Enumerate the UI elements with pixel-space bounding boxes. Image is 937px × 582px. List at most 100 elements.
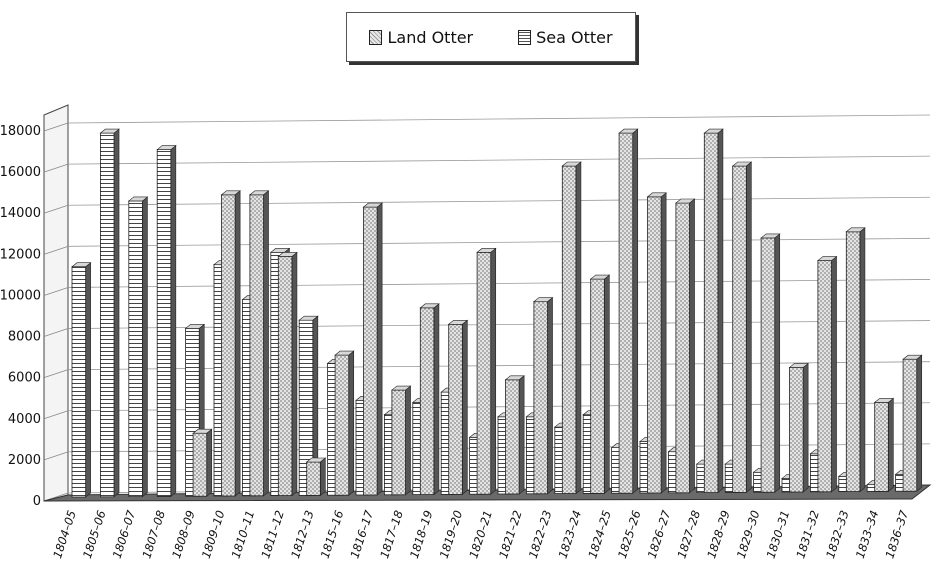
- x-tick-label: 1833–34: [853, 509, 882, 561]
- y-axis: 0 2000 4000 6000 8000 10000 12000 14000 16000 180…: [0, 124, 41, 509]
- bar-front: [817, 260, 832, 493]
- land-otter-bar-8: [305, 457, 327, 497]
- bar-top: [156, 145, 177, 150]
- x-tick-label: 1831–32: [793, 509, 822, 561]
- bar-front: [192, 432, 208, 497]
- bar-side: [170, 144, 177, 498]
- bar-top: [362, 202, 383, 208]
- gridline-side: [43, 369, 69, 379]
- sea-otter-bar-3: [156, 144, 177, 498]
- bar-front: [533, 301, 548, 495]
- bar-top: [127, 196, 149, 202]
- bar-side: [405, 385, 411, 496]
- x-tick-label: 1825–26: [615, 509, 644, 561]
- bar-side: [888, 397, 894, 493]
- gridline-side: [43, 122, 69, 132]
- bar-top: [476, 248, 497, 253]
- x-tick-label: 1812–13: [288, 509, 317, 561]
- gridline: [67, 155, 931, 165]
- bar-side: [660, 192, 667, 494]
- bar-front: [703, 132, 719, 494]
- land-otter-bar-20: [646, 192, 667, 494]
- bar-front: [249, 194, 264, 497]
- x-tick-label: 1804–05: [50, 509, 79, 561]
- x-tick-label: 1832–33: [823, 509, 852, 561]
- x-tick-label: 1823–24: [556, 509, 585, 561]
- bar-side: [859, 227, 866, 493]
- bar-front: [221, 194, 236, 497]
- bar-side: [234, 190, 241, 497]
- x-tick-label: 1827–28: [674, 509, 703, 561]
- bar-top: [902, 354, 923, 360]
- x-tick-label: 1828–29: [704, 509, 733, 561]
- land-otter-bar-22: [703, 128, 724, 494]
- bar-side: [320, 457, 326, 497]
- bar-side: [263, 190, 269, 497]
- land-otter-bar-27: [845, 227, 866, 493]
- y-tick-label: 16000: [0, 165, 41, 180]
- land-otter-bar-24: [760, 233, 781, 493]
- bar-side: [774, 233, 781, 493]
- legend-item-land-otter: Land Otter: [369, 28, 473, 47]
- land-otter-bar-28: [873, 397, 895, 493]
- land-otter-bar-6: [249, 190, 270, 497]
- legend-swatch-sea-otter: [518, 29, 532, 45]
- land-otter-bar-12: [419, 303, 440, 496]
- bar-top: [533, 297, 554, 302]
- land-otter-bar-26: [817, 255, 838, 493]
- bar-front: [675, 202, 690, 494]
- bar-top: [249, 190, 270, 196]
- land-otter-bar-11: [391, 385, 412, 496]
- bar-top: [589, 274, 611, 280]
- gridline: [67, 361, 931, 371]
- land-otter-bar-14: [476, 247, 497, 495]
- bar-top: [504, 375, 525, 381]
- bar-front: [760, 237, 776, 493]
- bar-side: [689, 198, 695, 494]
- x-tick-label: 1808–09: [169, 509, 198, 561]
- bar-side: [348, 350, 355, 496]
- land-otter-bar-13: [447, 319, 469, 496]
- bar-top: [845, 227, 866, 233]
- land-otter-bar-25: [788, 362, 809, 493]
- y-tick-label: 8000: [8, 330, 41, 345]
- bar-side: [717, 128, 724, 494]
- bar-top: [99, 128, 120, 134]
- bar-top: [184, 324, 206, 329]
- bar-side: [746, 161, 752, 494]
- bar-front: [902, 358, 918, 492]
- y-tick-label: 4000: [8, 412, 41, 427]
- x-tick-label: 1805–06: [80, 509, 109, 561]
- bar-top: [298, 315, 319, 321]
- bar-front: [277, 256, 293, 497]
- bar-side: [291, 251, 298, 497]
- bar-front: [334, 354, 350, 496]
- y-tick-label: 2000: [8, 453, 41, 468]
- land-otter-bar-23: [731, 161, 753, 494]
- bar-top: [788, 363, 809, 368]
- gridline-side: [43, 328, 69, 337]
- bar-front: [363, 206, 378, 496]
- legend-item-sea-otter: Sea Otter: [518, 28, 613, 47]
- bar-side: [575, 161, 582, 495]
- land-otter-bar-4: [192, 428, 213, 497]
- land-otter-bar-7: [277, 251, 298, 497]
- legend-label-land-otter: Land Otter: [387, 27, 474, 47]
- gridline-side: [43, 287, 69, 296]
- x-tick-label: 1815–16: [318, 509, 347, 561]
- land-otter-bar-5: [220, 190, 241, 497]
- y-tick-label: 18000: [0, 124, 41, 139]
- land-otter-bar-18: [589, 274, 611, 495]
- x-tick-label: 1819–20: [437, 509, 466, 561]
- gridline: [67, 114, 931, 124]
- x-tick-label: 1809–10: [199, 509, 228, 561]
- bars: [71, 128, 923, 498]
- bar-side: [142, 196, 148, 498]
- bar-front: [419, 307, 435, 496]
- bar-front: [874, 401, 889, 492]
- sea-otter-bar-8: [298, 315, 319, 497]
- bar-top: [192, 428, 213, 434]
- bar-top: [391, 385, 412, 391]
- bar-side: [376, 202, 383, 496]
- x-tick-label: 1816–17: [347, 508, 376, 560]
